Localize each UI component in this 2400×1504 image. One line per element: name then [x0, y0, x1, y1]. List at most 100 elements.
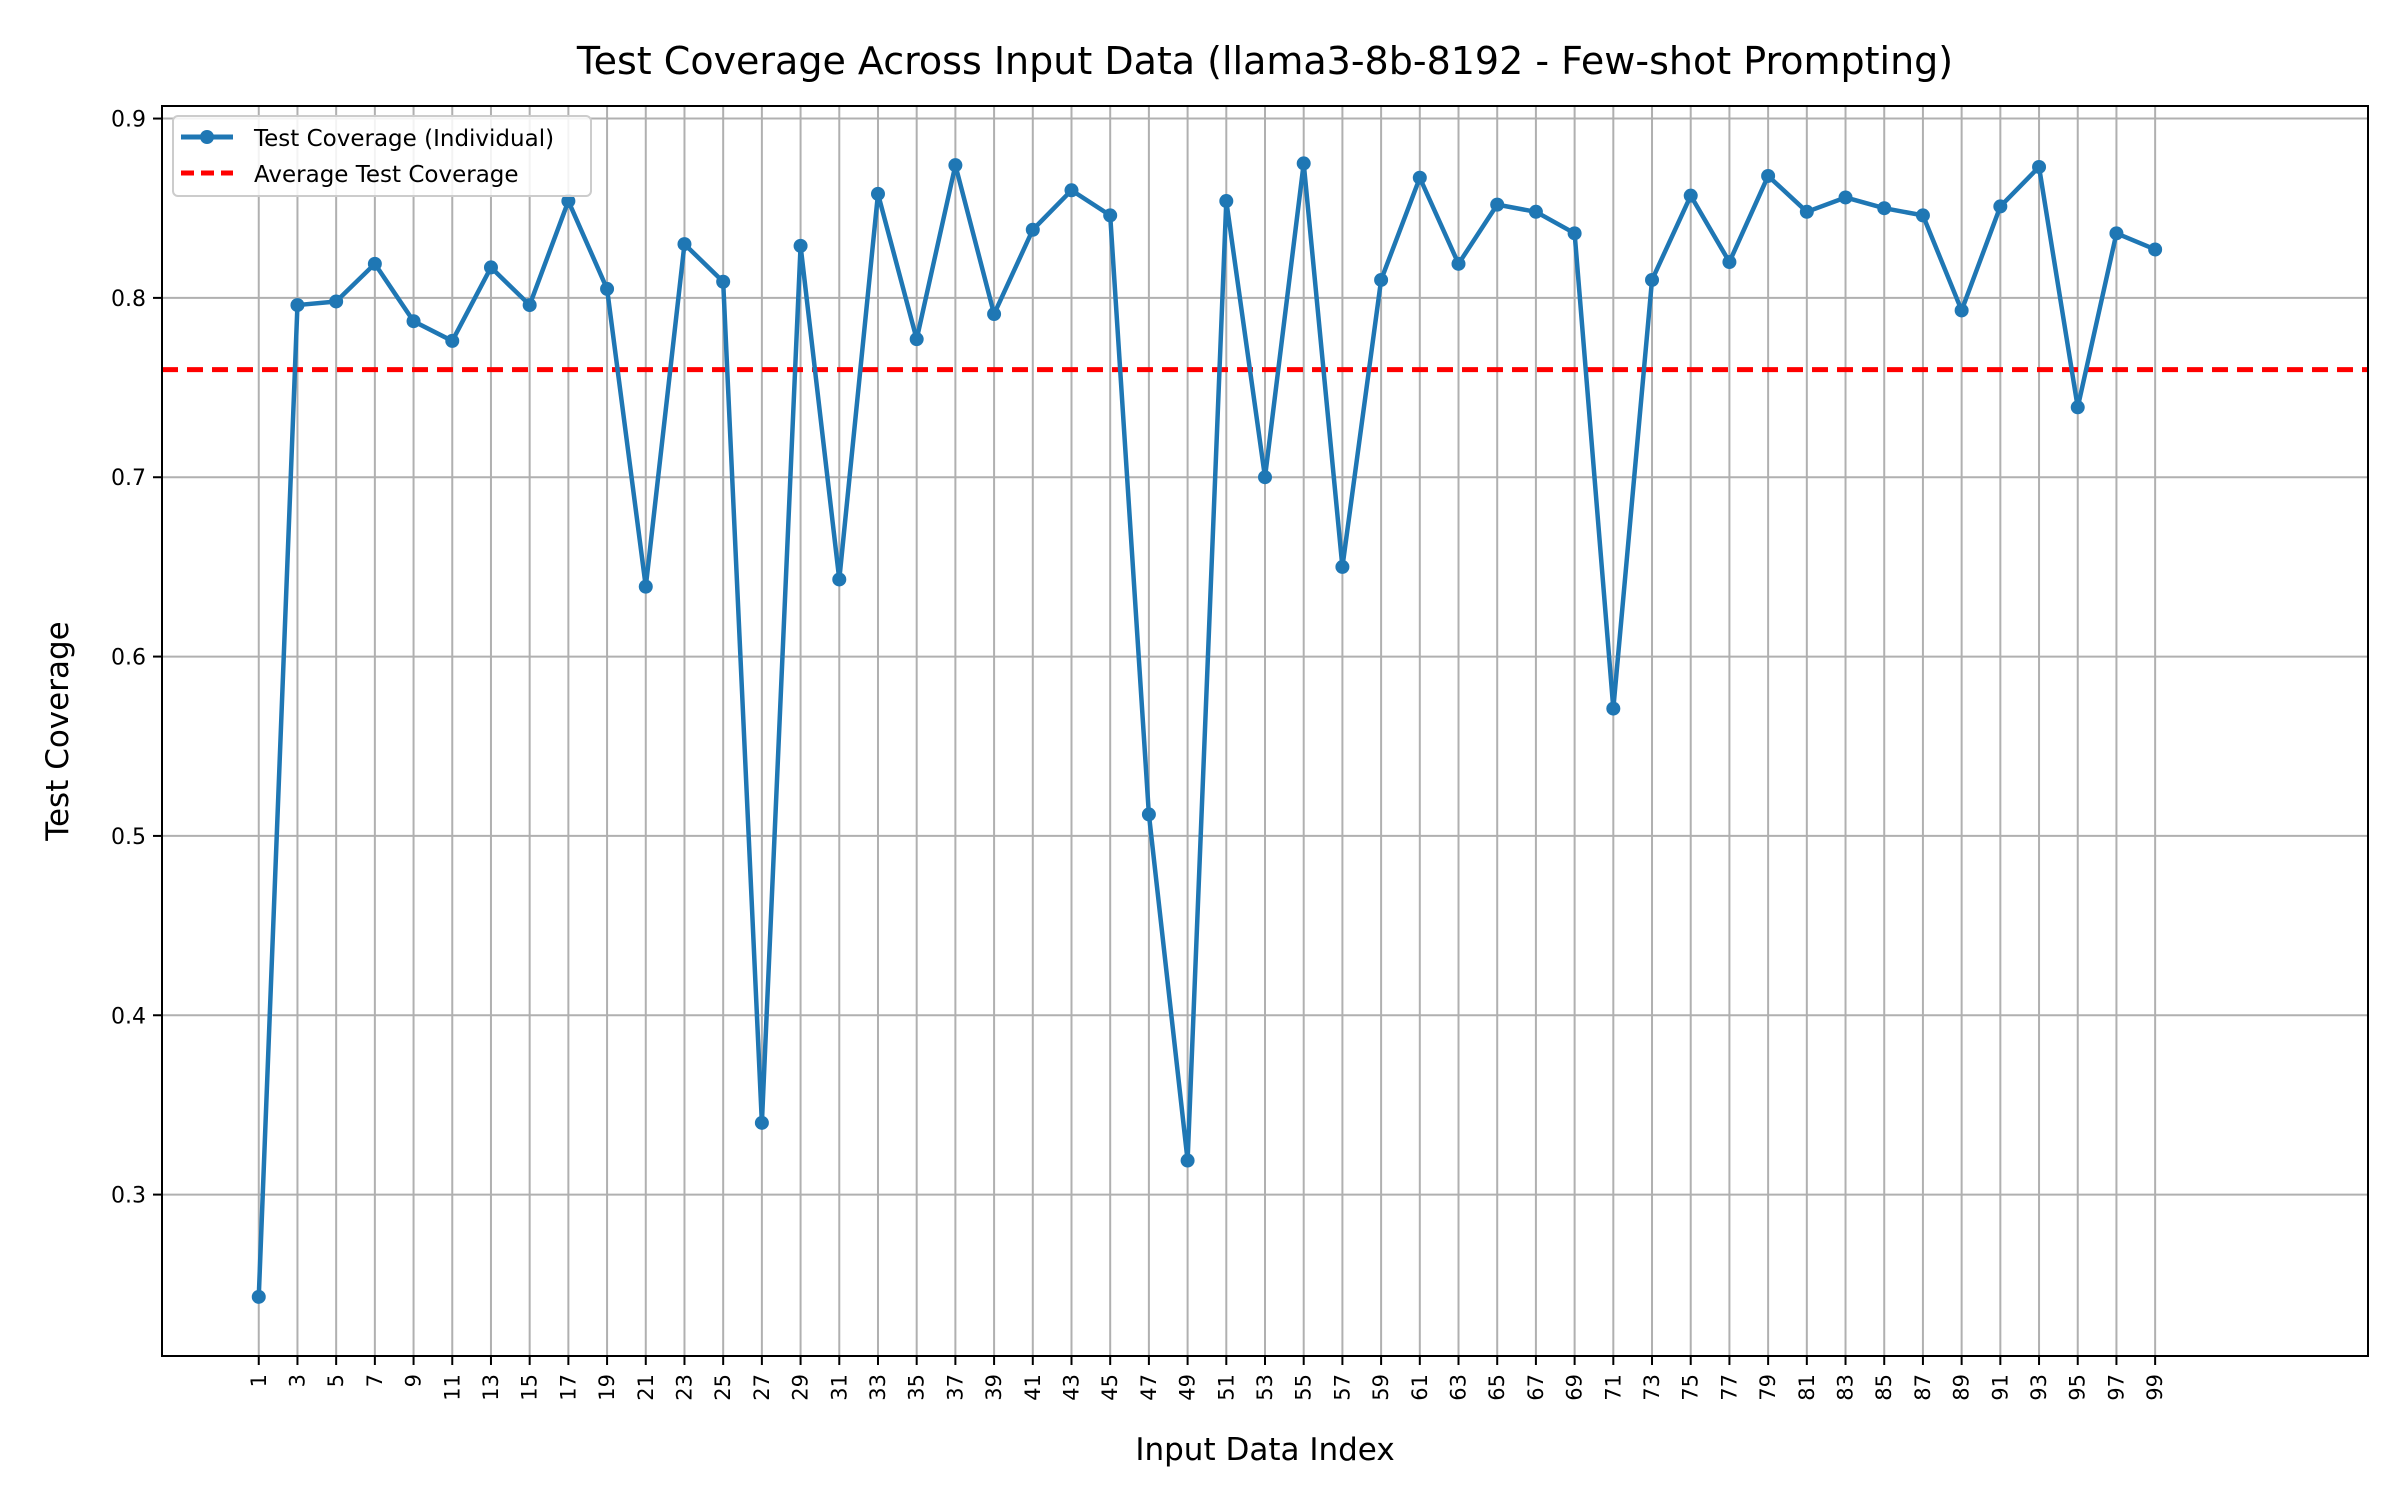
x-tick-label: 49	[1176, 1374, 1200, 1401]
data-point	[1606, 701, 1621, 716]
x-tick-label: 81	[1795, 1374, 1819, 1401]
x-tick-label: 67	[1524, 1374, 1548, 1401]
chart-title: Test Coverage Across Input Data (llama3-…	[576, 39, 1953, 83]
data-point	[1219, 194, 1234, 209]
data-point	[1838, 190, 1853, 205]
x-tick-label: 15	[518, 1374, 542, 1401]
data-point	[754, 1115, 769, 1130]
legend: Test Coverage (Individual) Average Test …	[172, 115, 592, 197]
x-tick-label: 63	[1447, 1374, 1471, 1401]
data-point	[561, 194, 576, 209]
data-point	[1064, 183, 1079, 198]
legend-box	[172, 115, 592, 197]
x-tick-label: 99	[2143, 1374, 2167, 1401]
x-tick-label: 3	[285, 1374, 309, 1387]
x-tick-label: 83	[1834, 1374, 1858, 1401]
data-point	[1335, 559, 1350, 574]
data-point	[1528, 204, 1543, 219]
data-point	[329, 294, 344, 309]
data-point	[1915, 208, 1930, 223]
x-tick-label: 85	[1872, 1374, 1896, 1401]
x-tick-label: 29	[789, 1374, 813, 1401]
x-tick-label: 97	[2104, 1374, 2128, 1401]
x-tick-label: 59	[1369, 1374, 1393, 1401]
data-point	[1412, 170, 1427, 185]
legend-label-individual: Test Coverage (Individual)	[253, 126, 554, 152]
data-point	[1374, 272, 1389, 287]
data-point	[600, 281, 615, 296]
x-tick-label: 61	[1408, 1374, 1432, 1401]
data-point	[716, 274, 731, 289]
data-point	[909, 332, 924, 347]
x-tick-label: 55	[1292, 1374, 1316, 1401]
x-tick-label: 65	[1485, 1374, 1509, 1401]
x-tick-label: 39	[982, 1374, 1006, 1401]
data-point	[793, 238, 808, 253]
x-tick-label: 41	[1021, 1374, 1045, 1401]
data-point	[1567, 226, 1582, 241]
y-tick-label: 0.7	[111, 466, 146, 491]
x-tick-label: 47	[1137, 1374, 1161, 1401]
x-tick-label: 89	[1950, 1374, 1974, 1401]
x-tick-label: 31	[827, 1374, 851, 1401]
x-tick-label: 95	[2066, 1374, 2090, 1401]
x-tick-label: 71	[1601, 1374, 1625, 1401]
x-tick-label: 45	[1098, 1374, 1122, 1401]
x-axis-label: Input Data Index	[1135, 1432, 1394, 1468]
data-point	[832, 572, 847, 587]
data-point	[522, 298, 537, 313]
data-point	[1490, 197, 1505, 212]
x-tick-label: 75	[1679, 1374, 1703, 1401]
x-tick-label: 73	[1640, 1374, 1664, 1401]
data-point	[870, 186, 885, 201]
data-point	[948, 158, 963, 173]
data-point	[2070, 400, 2085, 415]
x-tick-label: 91	[1988, 1374, 2012, 1401]
data-point	[2109, 226, 2124, 241]
x-tick-label: 35	[905, 1374, 929, 1401]
data-point	[2148, 242, 2163, 257]
data-point	[483, 260, 498, 275]
x-tick-label: 51	[1214, 1374, 1238, 1401]
y-tick-label: 0.9	[111, 108, 146, 133]
x-tick-label: 77	[1717, 1374, 1741, 1401]
data-point	[290, 298, 305, 313]
data-point	[1180, 1153, 1195, 1168]
data-point	[251, 1289, 266, 1304]
data-point	[1761, 168, 1776, 183]
series-layer	[251, 156, 2163, 1304]
x-tick-label: 9	[402, 1374, 426, 1387]
y-tick-label: 0.5	[111, 825, 146, 850]
data-point	[2032, 159, 2047, 174]
x-axis-ticks: 1 3 5 7 9 11 13 15 17 19 21 23 25 27 29 31 33 35 37 39 41 43 4…	[247, 1356, 2167, 1401]
x-tick-label: 25	[711, 1374, 735, 1401]
x-tick-label: 27	[750, 1374, 774, 1401]
x-tick-label: 33	[866, 1374, 890, 1401]
x-tick-label: 93	[2027, 1374, 2051, 1401]
x-tick-label: 53	[1253, 1374, 1277, 1401]
x-tick-label: 69	[1563, 1374, 1587, 1401]
legend-label-average: Average Test Coverage	[254, 162, 519, 188]
x-tick-label: 87	[1911, 1374, 1935, 1401]
x-tick-label: 1	[247, 1374, 271, 1387]
data-point	[1722, 255, 1737, 270]
data-point	[1451, 256, 1466, 271]
data-point	[638, 579, 653, 594]
data-point	[1993, 199, 2008, 214]
data-point	[1141, 807, 1156, 822]
y-axis-label: Test Coverage	[40, 621, 76, 841]
y-tick-label: 0.6	[111, 646, 146, 671]
data-point	[1799, 204, 1814, 219]
y-tick-label: 0.8	[111, 287, 146, 312]
data-point	[677, 237, 692, 252]
x-tick-label: 23	[672, 1374, 696, 1401]
data-point	[1645, 272, 1660, 287]
data-point	[445, 333, 460, 348]
data-point	[1258, 470, 1272, 485]
x-tick-label: 43	[1059, 1374, 1083, 1401]
x-tick-label: 19	[595, 1374, 619, 1401]
x-tick-label: 11	[440, 1374, 464, 1401]
x-tick-label: 7	[363, 1374, 387, 1387]
